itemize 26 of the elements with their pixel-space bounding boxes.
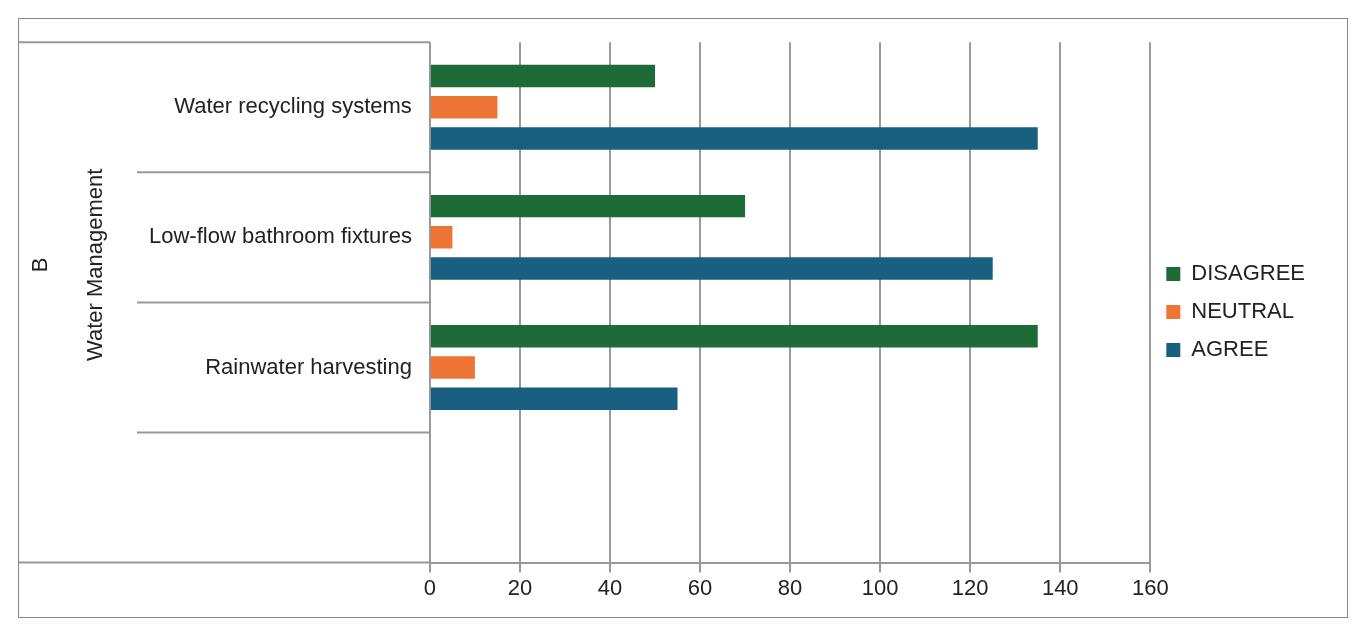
bar	[430, 226, 453, 249]
x-tick-label: 40	[597, 574, 623, 600]
bar	[430, 194, 746, 218]
y-tick-label: Water recycling systems	[174, 93, 412, 119]
x-tick-label: 120	[951, 574, 989, 600]
bar	[430, 127, 1038, 150]
bar	[430, 257, 993, 280]
x-tick-label: 100	[861, 574, 899, 600]
bar	[430, 324, 1038, 348]
legend-label: NEUTRAL	[1191, 298, 1294, 324]
x-tick-label: 60	[687, 574, 713, 600]
bar	[430, 356, 475, 379]
legend-label: DISAGREE	[1191, 260, 1306, 286]
x-tick-label: 160	[1131, 574, 1169, 600]
x-tick-label: 140	[1041, 574, 1079, 600]
legend-label: AGREE	[1191, 336, 1269, 362]
y-tick-label: Low-flow bathroom fixtures	[148, 223, 412, 249]
bar	[430, 387, 678, 410]
x-tick-label: 20	[507, 574, 533, 600]
bar	[430, 96, 498, 119]
text: B	[27, 257, 53, 273]
text: Water Management	[82, 168, 108, 362]
bar	[430, 64, 656, 88]
y-tick-label: Rainwater harvesting	[205, 353, 412, 379]
x-tick-label: 0	[423, 574, 437, 600]
x-tick-label: 80	[777, 574, 803, 600]
